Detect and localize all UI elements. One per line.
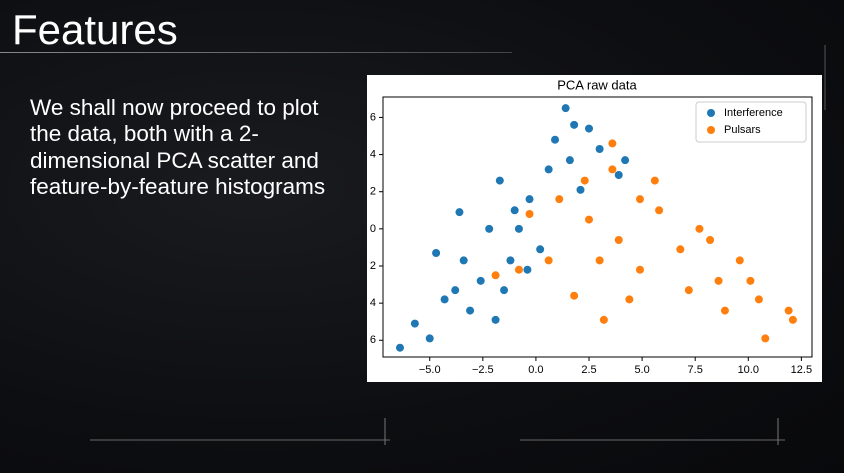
point xyxy=(614,236,623,244)
point xyxy=(455,208,464,217)
point xyxy=(621,156,630,165)
point xyxy=(761,334,770,343)
point xyxy=(714,276,723,285)
point xyxy=(565,156,574,165)
point xyxy=(561,104,570,113)
point xyxy=(746,276,755,285)
x-tick-label: 10.0 xyxy=(738,364,759,376)
point xyxy=(595,145,604,153)
point xyxy=(410,319,419,328)
point xyxy=(510,206,519,215)
point xyxy=(608,165,617,174)
point xyxy=(695,224,704,233)
point xyxy=(500,286,509,295)
point xyxy=(625,295,634,304)
x-tick-label: 0.0 xyxy=(528,364,543,376)
y-tick-label: 4 xyxy=(370,148,376,160)
x-tick-label: −2.5 xyxy=(472,364,494,376)
point xyxy=(635,195,644,204)
x-tick-label: −5.0 xyxy=(419,364,441,376)
x-tick-label: 7.5 xyxy=(688,364,703,376)
point xyxy=(459,256,468,265)
x-tick-label: 2.5 xyxy=(581,364,596,376)
point xyxy=(514,265,523,274)
point xyxy=(495,176,504,185)
point xyxy=(523,265,532,274)
legend-box xyxy=(695,101,807,143)
point xyxy=(570,120,579,129)
point xyxy=(491,271,500,280)
y-tick-label: 2 xyxy=(370,186,376,198)
point xyxy=(570,291,579,300)
point xyxy=(676,245,685,254)
y-tick-label: 4 xyxy=(370,297,376,309)
point xyxy=(650,176,659,185)
point xyxy=(506,256,515,265)
point xyxy=(576,185,585,194)
point xyxy=(544,256,553,265)
point xyxy=(599,315,608,324)
legend-label: Interference xyxy=(724,107,783,119)
point xyxy=(614,171,623,179)
point xyxy=(491,315,500,324)
x-tick-label: 12.5 xyxy=(791,364,812,376)
point xyxy=(784,306,793,315)
point xyxy=(485,224,494,233)
point xyxy=(608,139,617,148)
legend-marker xyxy=(707,126,715,134)
point xyxy=(544,165,553,174)
point xyxy=(451,286,460,295)
point xyxy=(536,245,545,254)
point xyxy=(466,306,475,315)
point xyxy=(525,195,534,204)
point xyxy=(788,315,797,324)
point xyxy=(706,236,715,244)
point xyxy=(476,276,485,285)
point xyxy=(395,343,404,352)
point xyxy=(635,265,644,274)
point xyxy=(720,306,729,315)
point xyxy=(432,249,441,257)
y-tick-label: 6 xyxy=(370,111,376,123)
plot-frame xyxy=(382,96,813,358)
point xyxy=(655,206,664,215)
point xyxy=(735,256,744,265)
point xyxy=(525,210,534,218)
point xyxy=(754,295,763,304)
point xyxy=(585,215,594,224)
point xyxy=(585,124,594,133)
point xyxy=(595,256,604,265)
title-rule xyxy=(0,52,512,53)
point xyxy=(425,334,434,343)
point xyxy=(684,286,693,295)
slide-title: Features xyxy=(12,6,178,53)
body-text: We shall now proceed to plot the data, b… xyxy=(30,95,326,199)
point xyxy=(580,176,589,185)
point xyxy=(440,295,449,304)
y-tick-label: 6 xyxy=(370,334,376,346)
chart-title: PCA raw data xyxy=(557,77,637,92)
x-tick-label: 5.0 xyxy=(634,364,649,376)
y-tick-label: 2 xyxy=(370,260,376,272)
point xyxy=(551,135,560,144)
point xyxy=(514,224,523,233)
legend-label: Pulsars xyxy=(724,124,761,136)
y-tick-label: 0 xyxy=(370,223,376,235)
point xyxy=(555,195,564,204)
legend-marker xyxy=(707,109,715,117)
